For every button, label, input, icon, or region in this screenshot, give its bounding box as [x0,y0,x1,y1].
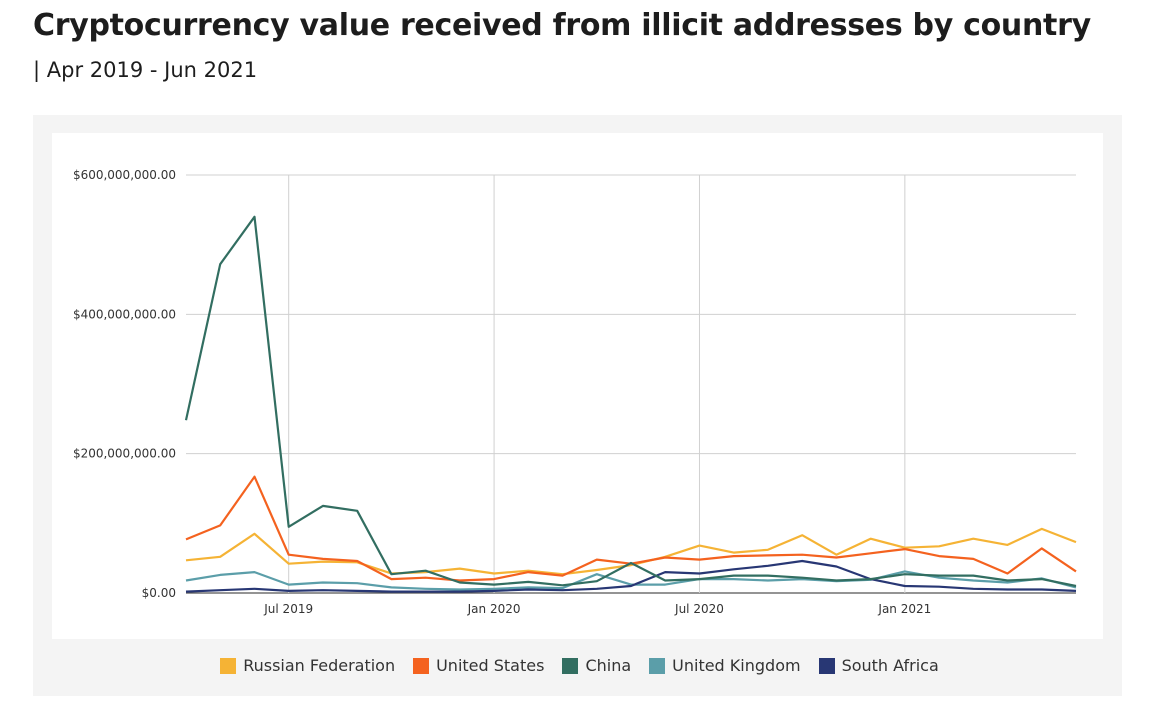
legend-swatch [220,657,237,674]
series-line-russian-federation [185,527,1077,576]
legend-label: Russian Federation [243,656,396,675]
y-tick-label: $0.00 [142,586,176,600]
legend-item-south-africa[interactable]: South Africa [818,656,939,675]
grid-lines [186,174,1076,594]
legend-label: United States [436,656,545,675]
legend-swatch [562,657,579,674]
x-tick-label: Jan 2021 [877,602,931,616]
legend-swatch [413,657,430,674]
legend-swatch [649,657,666,674]
legend-swatch [818,657,835,674]
y-axis-ticks: $0.00 $200,000,000.00 $400,000,000.00 $600,… [73,168,176,600]
series-line-china [184,215,1077,588]
legend-item-china[interactable]: China [562,656,631,675]
series-lines [184,215,1077,593]
y-tick-label: $600,000,000.00 [73,168,176,182]
y-tick-label: $200,000,000.00 [73,447,176,461]
x-tick-label: Jan 2020 [467,602,521,616]
legend-label: South Africa [841,656,939,675]
x-tick-label: Jul 2019 [263,602,313,616]
chart-title: Cryptocurrency value received from illic… [33,8,1091,43]
x-tick-label: Jul 2020 [674,602,724,616]
y-tick-label: $400,000,000.00 [73,307,176,321]
legend-item-russian-federation[interactable]: Russian Federation [220,656,395,675]
legend-label: China [585,656,632,675]
x-axis-ticks: Jul 2019 Jan 2020 Jul 2020 Jan 2021 [263,602,931,616]
chart-subtitle: | Apr 2019 - Jun 2021 [33,58,258,82]
legend-item-united-states[interactable]: United States [413,656,544,675]
legend-label: United Kingdom [672,656,801,675]
legend-item-united-kingdom[interactable]: United Kingdom [649,656,801,675]
legend: Russian Federation United States China Unit… [0,656,1159,675]
series-line-south-africa [185,559,1077,593]
